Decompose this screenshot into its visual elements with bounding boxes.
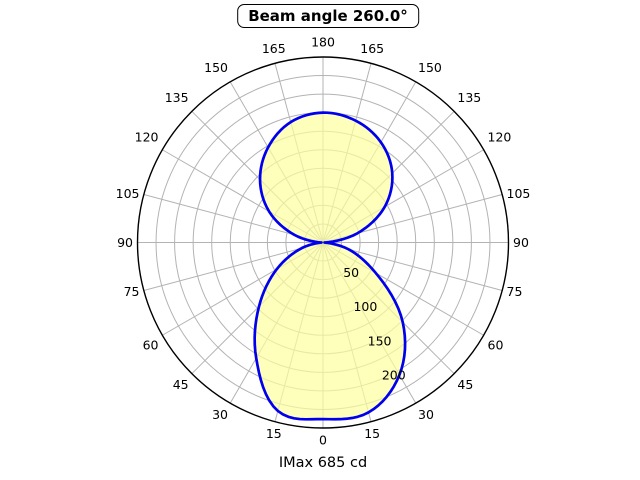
chart-title-box: Beam angle 260.0° xyxy=(237,4,419,28)
theta-tick-label: 30 xyxy=(212,407,228,422)
theta-tick-label: 90 xyxy=(513,235,529,250)
theta-tick-label: 135 xyxy=(457,90,481,105)
theta-tick-label: 120 xyxy=(488,130,512,145)
intensity-curve xyxy=(253,111,407,421)
theta-tick-label: 75 xyxy=(507,284,523,299)
imax-label: IMax 685 cd xyxy=(278,455,368,471)
theta-tick-label: 180 xyxy=(311,35,335,50)
r-tick-label: 50 xyxy=(343,265,359,280)
theta-tick-label: 0 xyxy=(319,433,327,448)
theta-tick-label: 105 xyxy=(507,186,531,201)
theta-tick-label: 30 xyxy=(418,407,434,422)
theta-tick-label: 150 xyxy=(418,60,442,75)
theta-tick-label: 165 xyxy=(262,41,286,56)
theta-tick-label: 90 xyxy=(117,235,133,250)
theta-tick-label: 165 xyxy=(360,41,384,56)
theta-tick-label: 15 xyxy=(266,426,282,441)
theta-tick-label: 15 xyxy=(364,426,380,441)
theta-tick-label: 60 xyxy=(488,338,504,353)
r-tick-label: 100 xyxy=(353,299,377,314)
chart-title: Beam angle 260.0° xyxy=(248,7,408,25)
theta-tick-label: 105 xyxy=(116,186,140,201)
r-tick-label: 200 xyxy=(382,368,406,383)
theta-tick-label: 135 xyxy=(165,90,189,105)
theta-tick-label: 60 xyxy=(143,338,159,353)
theta-tick-label: 120 xyxy=(135,130,159,145)
r-tick-label: 150 xyxy=(368,333,392,348)
polar-outer-circle xyxy=(136,56,510,429)
theta-tick-label: 150 xyxy=(204,60,228,75)
theta-tick-label: 45 xyxy=(173,377,189,392)
theta-tick-label: 45 xyxy=(457,377,473,392)
theta-tick-label: 75 xyxy=(124,284,140,299)
